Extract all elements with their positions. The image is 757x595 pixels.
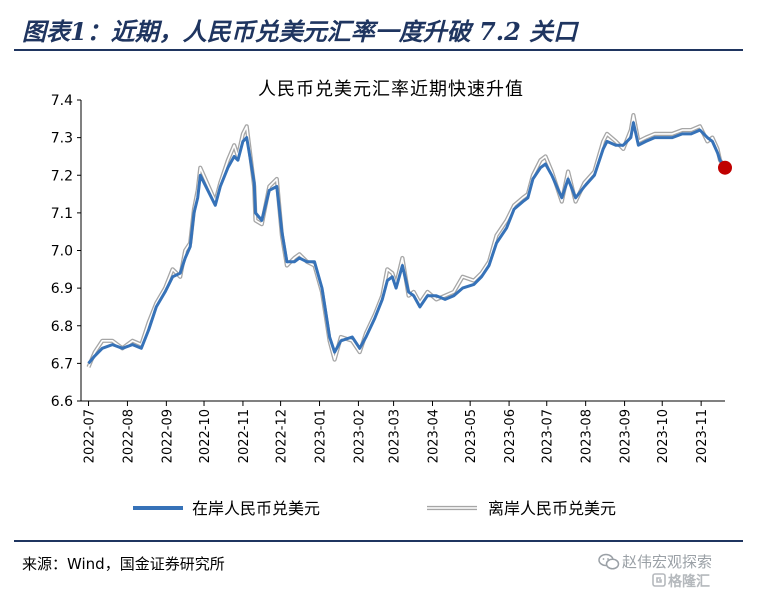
brand-logo-icon bbox=[652, 573, 666, 587]
y-tick-label: 7.0 bbox=[51, 244, 73, 260]
x-tick-label: 2022-07 bbox=[83, 409, 98, 463]
legend: 在岸人民币兑美元 离岸人民币兑美元 bbox=[133, 499, 616, 518]
x-tick-label: 2023-02 bbox=[352, 409, 367, 463]
watermark-brand: 格隆汇 bbox=[668, 574, 710, 590]
x-tick-label: 2022-08 bbox=[121, 409, 136, 463]
chart-title: 人民币兑美元汇率近期快速升值 bbox=[258, 79, 524, 100]
x-tick-label: 2023-07 bbox=[541, 409, 556, 463]
series-onshore-line bbox=[87, 121, 727, 365]
x-tick-label: 2023-10 bbox=[656, 409, 671, 463]
x-tick-label: 2022-09 bbox=[160, 409, 175, 463]
x-tick-label: 2023-05 bbox=[464, 409, 479, 463]
x-tick-label: 2023-08 bbox=[580, 409, 595, 463]
x-tick-label: 2023-03 bbox=[388, 409, 403, 463]
series-offshore-line-inner bbox=[87, 114, 726, 368]
x-tick-label: 2023-09 bbox=[619, 409, 634, 463]
top-rule bbox=[14, 49, 743, 51]
x-axis: 2022-07 2022-08 2022-09 2022-10 2022-11 2022-… bbox=[81, 400, 725, 463]
y-tick-label: 6.8 bbox=[51, 319, 73, 335]
y-tick-label: 6.9 bbox=[51, 281, 73, 297]
y-tick-label: 7.3 bbox=[51, 131, 73, 147]
x-tick-label: 2023-11 bbox=[695, 409, 710, 463]
x-tick-label: 2022-10 bbox=[198, 409, 213, 463]
x-tick-label: 2022-11 bbox=[237, 409, 252, 463]
x-tick-label: 2023-04 bbox=[427, 409, 442, 463]
y-tick-label: 7.2 bbox=[51, 168, 73, 184]
x-tick-label: 2023-01 bbox=[314, 409, 329, 463]
figure-title: 图表1：近期，人民币兑美元汇率一度升破 7.2 关口 bbox=[22, 17, 578, 46]
y-tick-label: 6.6 bbox=[51, 394, 73, 410]
highlight-point bbox=[718, 160, 732, 175]
y-tick-label: 7.1 bbox=[51, 206, 73, 222]
source-note: 来源：Wind，国金证券研究所 bbox=[22, 555, 225, 573]
legend-onshore-label: 在岸人民币兑美元 bbox=[192, 499, 320, 518]
watermark-account: 赵伟宏观探索 bbox=[622, 553, 713, 571]
x-tick-label: 2022-12 bbox=[275, 409, 290, 463]
wechat-icon bbox=[598, 553, 620, 570]
exchange-rate-chart: 人民币兑美元汇率近期快速升值 6.6 6.7 6.8 6.9 7.0 7.1 7.2 7.3 7… bbox=[51, 79, 732, 518]
series-offshore-line-outer bbox=[86, 113, 727, 368]
y-tick-label: 7.4 bbox=[51, 93, 73, 109]
legend-offshore-label: 离岸人民币兑美元 bbox=[488, 499, 616, 518]
series-layer bbox=[86, 113, 732, 368]
y-axis: 6.6 6.7 6.8 6.9 7.0 7.1 7.2 7.3 7.4 bbox=[51, 93, 82, 410]
series-offshore bbox=[86, 113, 727, 368]
x-tick-label: 2023-06 bbox=[503, 409, 518, 463]
bottom-rule bbox=[14, 540, 743, 542]
watermark: 赵伟宏观探索 格隆汇 bbox=[598, 551, 748, 591]
y-tick-label: 6.7 bbox=[51, 356, 73, 372]
